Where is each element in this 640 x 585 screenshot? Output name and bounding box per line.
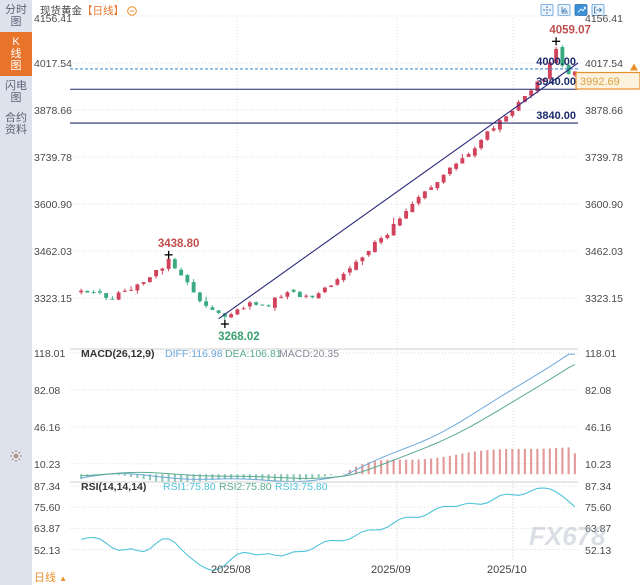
svg-text:4059.07: 4059.07 — [549, 24, 591, 36]
svg-text:3940.00: 3940.00 — [536, 76, 576, 88]
svg-text:4000.00: 4000.00 — [536, 56, 576, 68]
svg-text:3840.00: 3840.00 — [536, 110, 576, 122]
svg-text:3992.69: 3992.69 — [580, 76, 620, 88]
svg-text:3268.02: 3268.02 — [218, 331, 260, 343]
svg-text:3438.80: 3438.80 — [158, 238, 200, 250]
